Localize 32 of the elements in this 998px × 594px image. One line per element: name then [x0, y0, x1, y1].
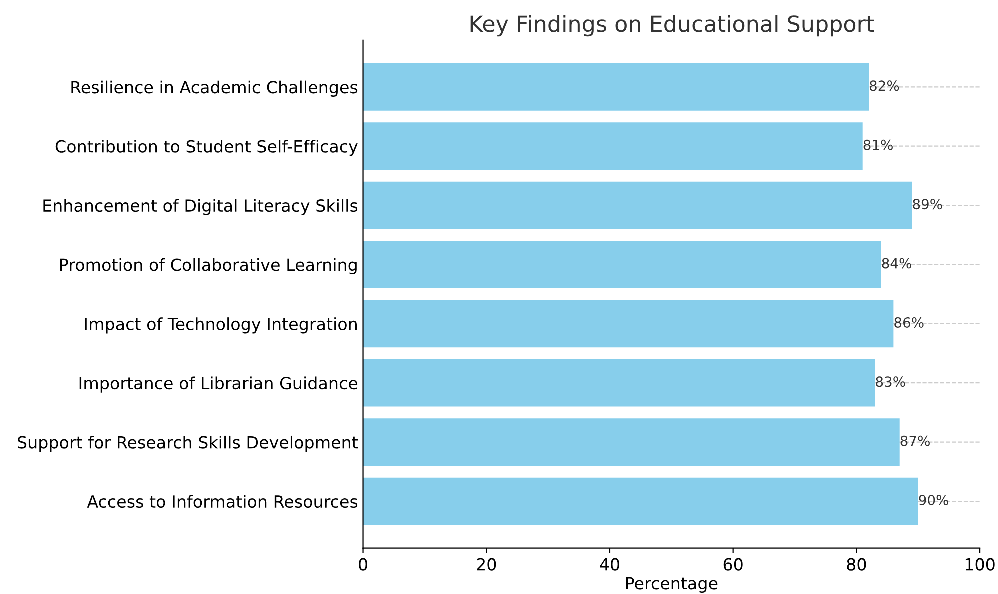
x-tick-label: 100: [966, 558, 995, 571]
bar: [363, 63, 870, 111]
y-tick-label: Support for Research Skills Development: [18, 436, 358, 452]
data-label: 87%: [900, 436, 930, 446]
y-tick-label: Impact of Technology Integration: [85, 318, 357, 334]
data-label: 84%: [882, 258, 912, 269]
y-tick-label: Promotion of Collaborative Learning: [60, 258, 357, 275]
y-tick-label: Importance of Librarian Guidance: [80, 376, 358, 393]
bar: [363, 359, 876, 407]
x-tick-label: 20: [477, 558, 496, 571]
x-tick-label: 40: [600, 558, 620, 571]
x-axis-title: Percentage: [626, 577, 718, 594]
y-tick-label: Access to Information Resources: [87, 495, 358, 508]
chart-title: Key Findings on Educational Support: [470, 15, 874, 37]
bar: [363, 478, 918, 526]
y-tick-label: Resilience in Academic Challenges: [72, 80, 358, 97]
data-label: 83%: [876, 376, 906, 388]
bar: [363, 182, 912, 230]
data-label: 89%: [913, 199, 942, 210]
x-tick-label: 60: [724, 558, 743, 571]
x-tick-label: 0: [359, 558, 368, 571]
data-label: 81%: [864, 140, 893, 150]
bar: [363, 300, 894, 348]
bar: [363, 241, 882, 288]
x-tick-label: 80: [847, 558, 866, 571]
y-tick-label: Enhancement of Digital Literacy Skills: [44, 199, 358, 216]
data-label: 82%: [870, 80, 900, 92]
data-label: 90%: [919, 495, 948, 506]
y-tick-label: Contribution to Student Self-Efficacy: [56, 140, 358, 156]
data-label: 86%: [894, 317, 924, 328]
bar: [363, 418, 900, 466]
bar: [363, 122, 863, 170]
